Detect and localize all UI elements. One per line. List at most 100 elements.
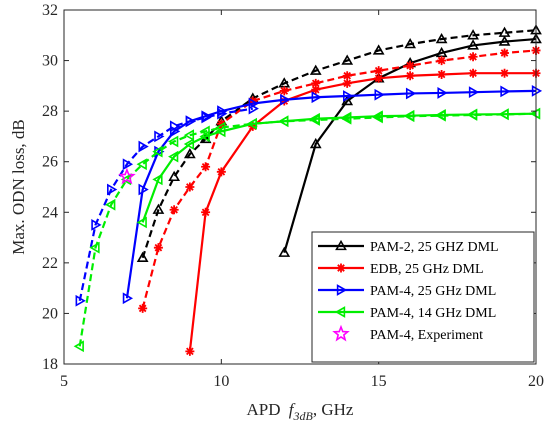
data-point (169, 205, 179, 215)
data-point (136, 251, 149, 262)
x-tick-label: 15 (371, 373, 387, 390)
data-point (280, 93, 291, 106)
legend-item: PAM-4, 25 GHz DML (318, 284, 496, 299)
data-point (201, 207, 211, 217)
data-point (246, 117, 257, 130)
legend-marker (336, 284, 348, 296)
y-tick-label: 28 (42, 103, 58, 120)
data-point (185, 346, 195, 356)
data-point (248, 97, 259, 110)
data-point (138, 183, 149, 196)
data-point (216, 119, 226, 129)
data-point (216, 167, 226, 177)
x-axis-label: APD f3dB, GHz (247, 400, 354, 423)
data-point (152, 203, 165, 214)
y-axis-label: Max. ODN loss, dB (9, 119, 28, 255)
data-point (374, 66, 384, 76)
data-point (437, 69, 447, 79)
data-point (168, 135, 179, 148)
data-point (404, 38, 417, 49)
data-point (405, 71, 415, 81)
data-point (183, 148, 196, 159)
series-line-dashed (141, 49, 537, 309)
data-point (75, 294, 86, 307)
data-point (183, 129, 195, 142)
series-3 (73, 107, 541, 353)
data-point (105, 198, 116, 211)
data-point (279, 86, 289, 96)
data-point (185, 182, 195, 192)
x-axis-label-symbol: f (289, 400, 296, 419)
legend-marker (336, 263, 346, 273)
data-point (309, 112, 320, 125)
series-line-dashed (141, 29, 537, 259)
data-point (309, 137, 322, 149)
data-point (467, 29, 479, 40)
series-line-solid (141, 112, 537, 223)
data-point (89, 241, 100, 254)
data-point (311, 85, 321, 95)
data-point (152, 145, 163, 158)
data-point (437, 87, 448, 99)
data-point (500, 48, 510, 58)
data-point (153, 243, 163, 253)
data-point (435, 109, 446, 121)
data-point (405, 61, 415, 71)
data-point (154, 130, 165, 143)
data-point (122, 292, 134, 305)
data-point (168, 170, 181, 182)
data-point (372, 110, 383, 123)
data-point (500, 68, 510, 78)
x-axis-label-prefix: APD (247, 400, 285, 419)
data-point (107, 183, 118, 196)
data-point (278, 115, 289, 128)
data-point (498, 108, 509, 121)
legend-marker (334, 306, 346, 318)
legend-label: PAM-4, Experiment (370, 328, 483, 343)
legend-item: PAM-2, 25 GHZ DML (318, 239, 499, 255)
x-tick-label: 20 (528, 373, 544, 390)
y-tick-label: 32 (42, 2, 58, 19)
y-tick-label: 20 (42, 305, 58, 322)
legend-label: PAM-4, 25 GHz DML (370, 284, 496, 299)
data-point (437, 56, 447, 66)
data-point (122, 158, 134, 171)
x-tick-label: 5 (60, 373, 68, 390)
legend-label: EDB, 25 GHz DML (370, 262, 484, 277)
legend-label: PAM-4, 14 GHz DML (370, 306, 496, 321)
data-point (183, 138, 195, 150)
legend-marker (335, 239, 347, 251)
data-point (138, 140, 149, 153)
data-point (531, 85, 543, 97)
legend-box (311, 231, 535, 363)
data-point (138, 303, 148, 313)
data-point (468, 86, 480, 99)
data-point (199, 130, 210, 143)
data-point (468, 52, 478, 62)
data-point (278, 246, 291, 257)
legend-items: PAM-2, 25 GHZ DML EDB, 25 GHz DML PAM-4, 2… (318, 239, 499, 343)
data-point (169, 125, 181, 138)
x-tick-label: 10 (213, 373, 229, 390)
x-axis-label-subscript: 3dB (293, 409, 314, 423)
legend-marker (332, 324, 350, 342)
data-point (136, 216, 147, 229)
legend-label: PAM-2, 25 GHZ DML (370, 240, 499, 255)
data-point (466, 108, 478, 121)
y-tick-label: 22 (42, 255, 58, 272)
data-point (215, 125, 226, 138)
data-point (341, 54, 354, 65)
data-point (404, 109, 415, 122)
data-point (279, 96, 289, 106)
series-4 (118, 167, 136, 185)
y-tick-label: 26 (42, 154, 58, 171)
data-point (309, 64, 322, 75)
legend-item: PAM-4, Experiment (332, 324, 483, 343)
series-layer (73, 24, 543, 356)
data-point (342, 71, 352, 81)
legend: PAM-2, 25 GHZ DML EDB, 25 GHz DML PAM-4, 2… (311, 231, 535, 363)
legend-item: PAM-4, 14 GHz DML (318, 306, 496, 321)
data-point (311, 78, 321, 88)
series-2 (75, 85, 543, 307)
